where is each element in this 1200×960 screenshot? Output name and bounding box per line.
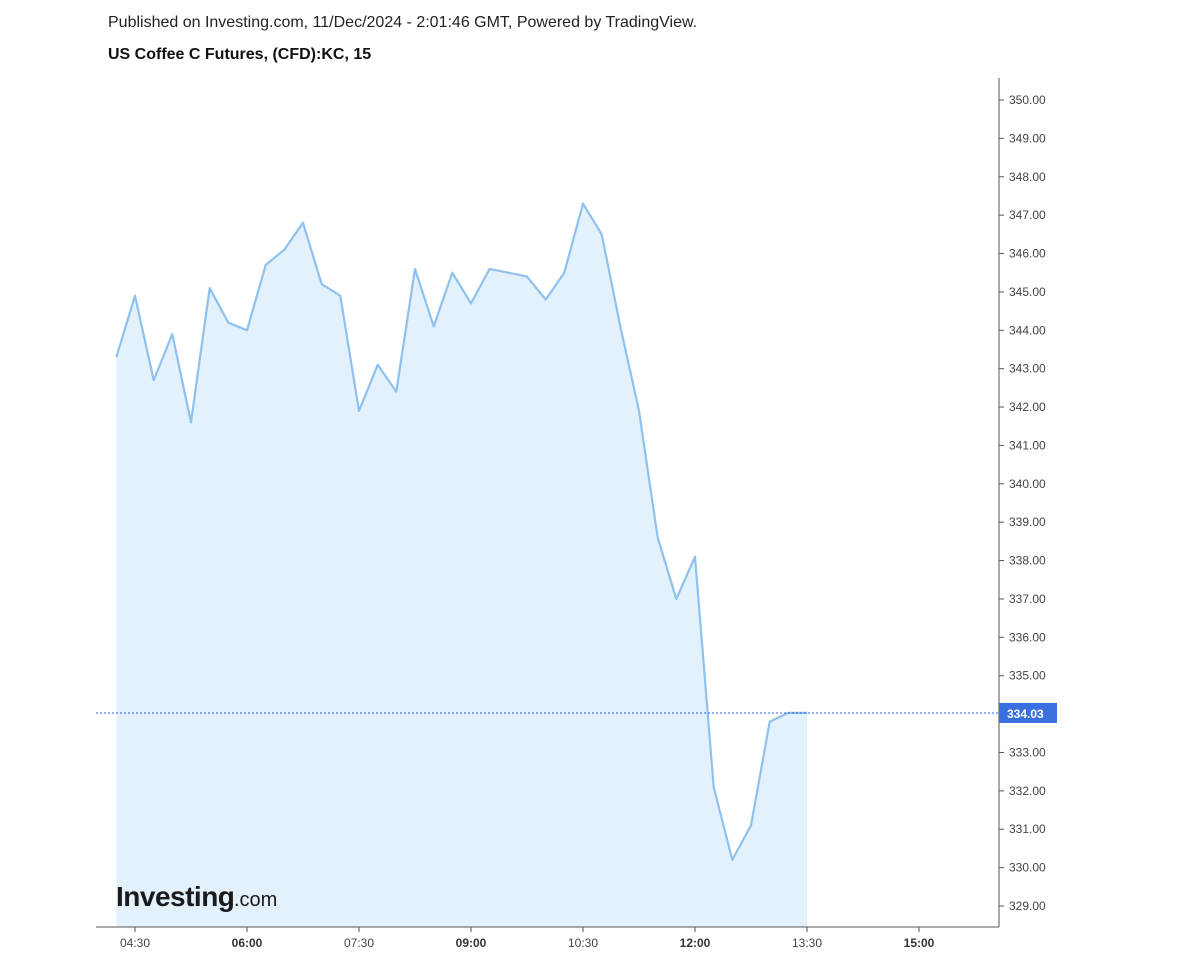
last-price-label: 334.03 [1007, 707, 1044, 721]
published-note: Published on Investing.com, 11/Dec/2024 … [108, 14, 698, 31]
y-tick-label: 348.00 [1009, 170, 1046, 184]
x-tick-label: 09:00 [456, 936, 487, 950]
logo-text: Investing [116, 881, 234, 912]
logo-suffix: .com [234, 889, 277, 911]
y-tick-label: 339.00 [1009, 515, 1046, 529]
y-tick-label: 333.00 [1009, 745, 1046, 759]
y-tick-label: 350.00 [1009, 93, 1046, 107]
y-tick-label: 332.00 [1009, 784, 1046, 798]
x-tick-label: 12:00 [680, 936, 711, 950]
x-tick-label: 15:00 [904, 936, 935, 950]
x-tick-label: 04:30 [120, 936, 150, 950]
y-tick-label: 331.00 [1009, 822, 1046, 836]
price-line [115, 202, 807, 861]
x-tick-label: 13:30 [792, 936, 822, 950]
y-tick-label: 338.00 [1009, 554, 1046, 568]
plot-layer [96, 202, 999, 928]
y-tick-label: 344.00 [1009, 323, 1046, 337]
y-tick-label: 342.00 [1009, 400, 1046, 414]
y-tick-label: 340.00 [1009, 477, 1046, 491]
y-tick-label: 336.00 [1009, 630, 1046, 644]
x-tick-label: 06:00 [232, 936, 263, 950]
y-tick-label: 330.00 [1009, 861, 1046, 875]
investing-logo: Investing .com [116, 881, 277, 912]
x-tick-label: 07:30 [344, 936, 374, 950]
y-tick-label: 347.00 [1009, 208, 1046, 222]
chart-title: US Coffee C Futures, (CFD):KC, 15 [108, 46, 372, 63]
y-tick-label: 349.00 [1009, 131, 1046, 145]
last-price-badge [999, 702, 1057, 723]
y-tick-label: 345.00 [1009, 285, 1046, 299]
x-tick-label: 10:30 [568, 936, 598, 950]
y-tick-label: 341.00 [1009, 438, 1046, 452]
y-tick-label: 337.00 [1009, 592, 1046, 606]
price-area [116, 203, 808, 928]
y-tick-label: 329.00 [1009, 899, 1046, 913]
y-tick-label: 346.00 [1009, 247, 1046, 261]
axis-layer: 329.00330.00331.00332.00333.00334.00335.… [96, 78, 1057, 950]
y-tick-label: 335.00 [1009, 669, 1046, 683]
y-tick-label: 343.00 [1009, 362, 1046, 376]
